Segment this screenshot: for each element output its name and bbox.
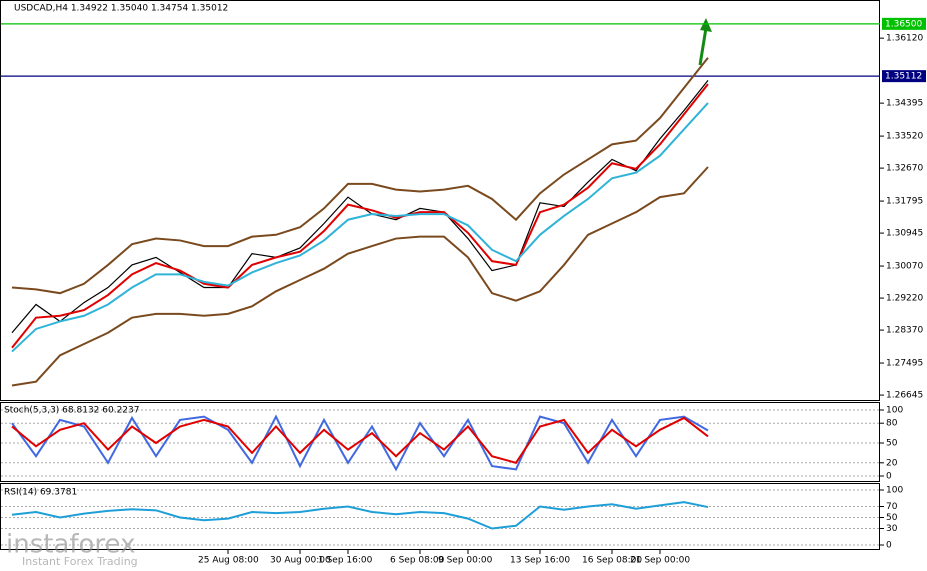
y-tick-label: 1.31795 — [886, 197, 923, 207]
y-tick-label: 50 — [886, 439, 898, 449]
panel-title: USDCAD,H4 1.34922 1.35040 1.34754 1.3501… — [14, 4, 228, 14]
y-tick-label: 80 — [886, 419, 898, 429]
y-tick-label: 50 — [886, 513, 898, 523]
price-label-bg — [882, 70, 926, 83]
y-tick-label: 1.34395 — [886, 99, 923, 109]
y-tick-label: 20 — [886, 458, 898, 468]
main-panel-frame — [0, 0, 880, 401]
price-label-bg — [882, 17, 926, 30]
y-tick-label: 0 — [886, 472, 892, 482]
stoch-panel-frame — [0, 402, 880, 482]
x-tick-label: 9 Sep 00:00 — [438, 556, 493, 566]
series-line — [11, 414, 709, 472]
y-tick-label: 1.30945 — [886, 229, 923, 239]
y-tick-label: 1.26645 — [886, 391, 923, 401]
panel-title: RSI(14) 69.3781 — [4, 488, 77, 498]
x-tick-label: 1 Sep 16:00 — [318, 556, 373, 566]
y-tick-label: 30 — [886, 524, 898, 534]
y-tick-label: 1.28370 — [886, 326, 923, 336]
logo-tagline: Instant Forex Trading — [22, 555, 138, 568]
x-tick-label: 6 Sep 08:00 — [390, 556, 445, 566]
series-line — [11, 102, 709, 353]
x-tick-label: 25 Aug 08:00 — [198, 556, 259, 566]
y-tick-label: 1.30070 — [886, 262, 923, 272]
series-line — [11, 57, 709, 295]
y-tick-label: 0 — [886, 541, 892, 551]
panel-title: Stoch(5,3,3) 68.8132 60.2237 — [4, 406, 139, 416]
x-tick-label: 13 Sep 16:00 — [510, 556, 570, 566]
price-label: 1.36500 — [885, 19, 922, 29]
x-tick-label: 16 Sep 08:00 — [582, 556, 642, 566]
series-line — [11, 83, 709, 349]
y-tick-label: 1.27495 — [886, 359, 923, 369]
y-tick-label: 1.36120 — [886, 34, 923, 44]
series-line — [11, 416, 709, 464]
rsi-panel-frame — [0, 483, 880, 550]
arrow — [698, 27, 708, 66]
y-tick-label: 1.33520 — [886, 132, 923, 142]
x-tick-label: 30 Aug 00:00 — [270, 556, 331, 566]
x-tick-label: 21 Sep 00:00 — [630, 556, 690, 566]
series-line — [11, 166, 709, 387]
y-tick-label: 100 — [886, 486, 903, 496]
arrow-head — [700, 18, 712, 32]
series-line — [11, 501, 709, 530]
series-line — [11, 79, 709, 334]
y-tick-label: 70 — [886, 502, 898, 512]
y-tick-label: 1.29220 — [886, 294, 923, 304]
y-tick-label: 1.32670 — [886, 164, 923, 174]
price-label: 1.35112 — [885, 72, 922, 82]
y-tick-label: 100 — [886, 406, 903, 416]
